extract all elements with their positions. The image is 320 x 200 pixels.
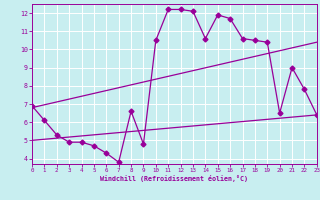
X-axis label: Windchill (Refroidissement éolien,°C): Windchill (Refroidissement éolien,°C) <box>100 175 248 182</box>
